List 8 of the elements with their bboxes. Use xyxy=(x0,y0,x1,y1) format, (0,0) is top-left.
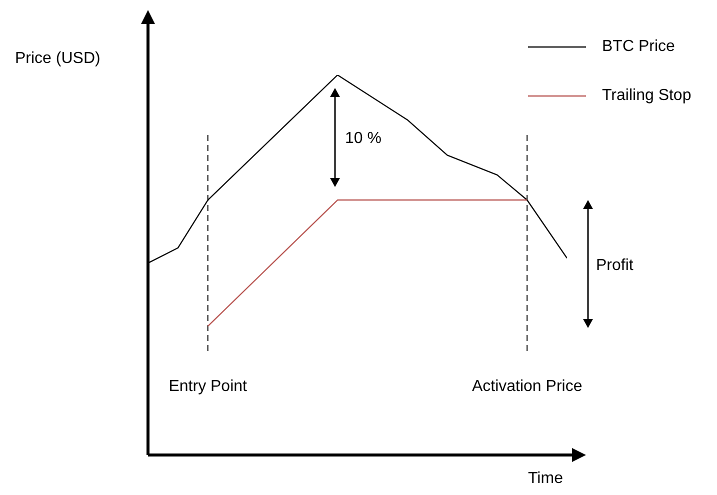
x-axis-title: Time xyxy=(528,470,563,488)
legend-label: Trailing Stop xyxy=(602,86,692,104)
legend-label: BTC Price xyxy=(602,38,675,56)
annotation: 10 % xyxy=(345,130,382,148)
text: Profit xyxy=(596,257,634,275)
y-axis-title: Price (USD) xyxy=(15,50,100,68)
x-tick-label: Activation Price xyxy=(472,378,582,395)
x-tick-label: Entry Point xyxy=(168,378,248,395)
